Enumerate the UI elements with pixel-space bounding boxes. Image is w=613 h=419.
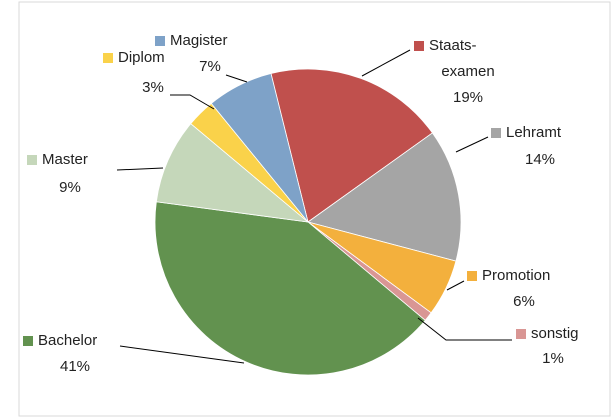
pie-slice [270,68,433,223]
category-label: Staats-examen [429,37,495,80]
legend-marker [516,329,526,339]
value-label: 6% [513,293,535,310]
category-label: Lehramt [506,124,562,141]
legend-marker [467,271,477,281]
leader-line [417,317,512,341]
legend-marker [103,53,113,63]
pie-slice [154,201,426,376]
value-label: 14% [525,151,555,168]
category-label: sonstig [531,325,579,342]
label-line: examen [441,63,494,80]
value-label: 9% [59,179,81,196]
category-label: Promotion [482,267,550,284]
leader-line [119,345,245,364]
leader-line [455,136,489,153]
legend-marker [23,336,33,346]
pie-slice [155,123,310,223]
label-line: Staats- [429,37,477,54]
legend-marker [491,128,501,138]
leader-line [446,280,465,291]
legend-marker [414,41,424,51]
category-label: Master [42,151,88,168]
leader-line [225,74,248,83]
category-label: Bachelor [38,332,97,349]
legend-marker [155,36,165,46]
pie-slice [210,73,309,223]
leader-line [116,167,164,171]
legend-marker [27,155,37,165]
leader-line [170,94,215,110]
value-label: 1% [542,350,564,367]
value-label: 7% [199,58,221,75]
value-label: 3% [142,79,164,96]
pie-slice [307,132,462,262]
value-label: 19% [453,89,483,106]
value-label: 41% [60,358,90,375]
category-label: Diplom [118,49,165,66]
category-label: Magister [170,32,228,49]
leader-line [361,49,411,77]
